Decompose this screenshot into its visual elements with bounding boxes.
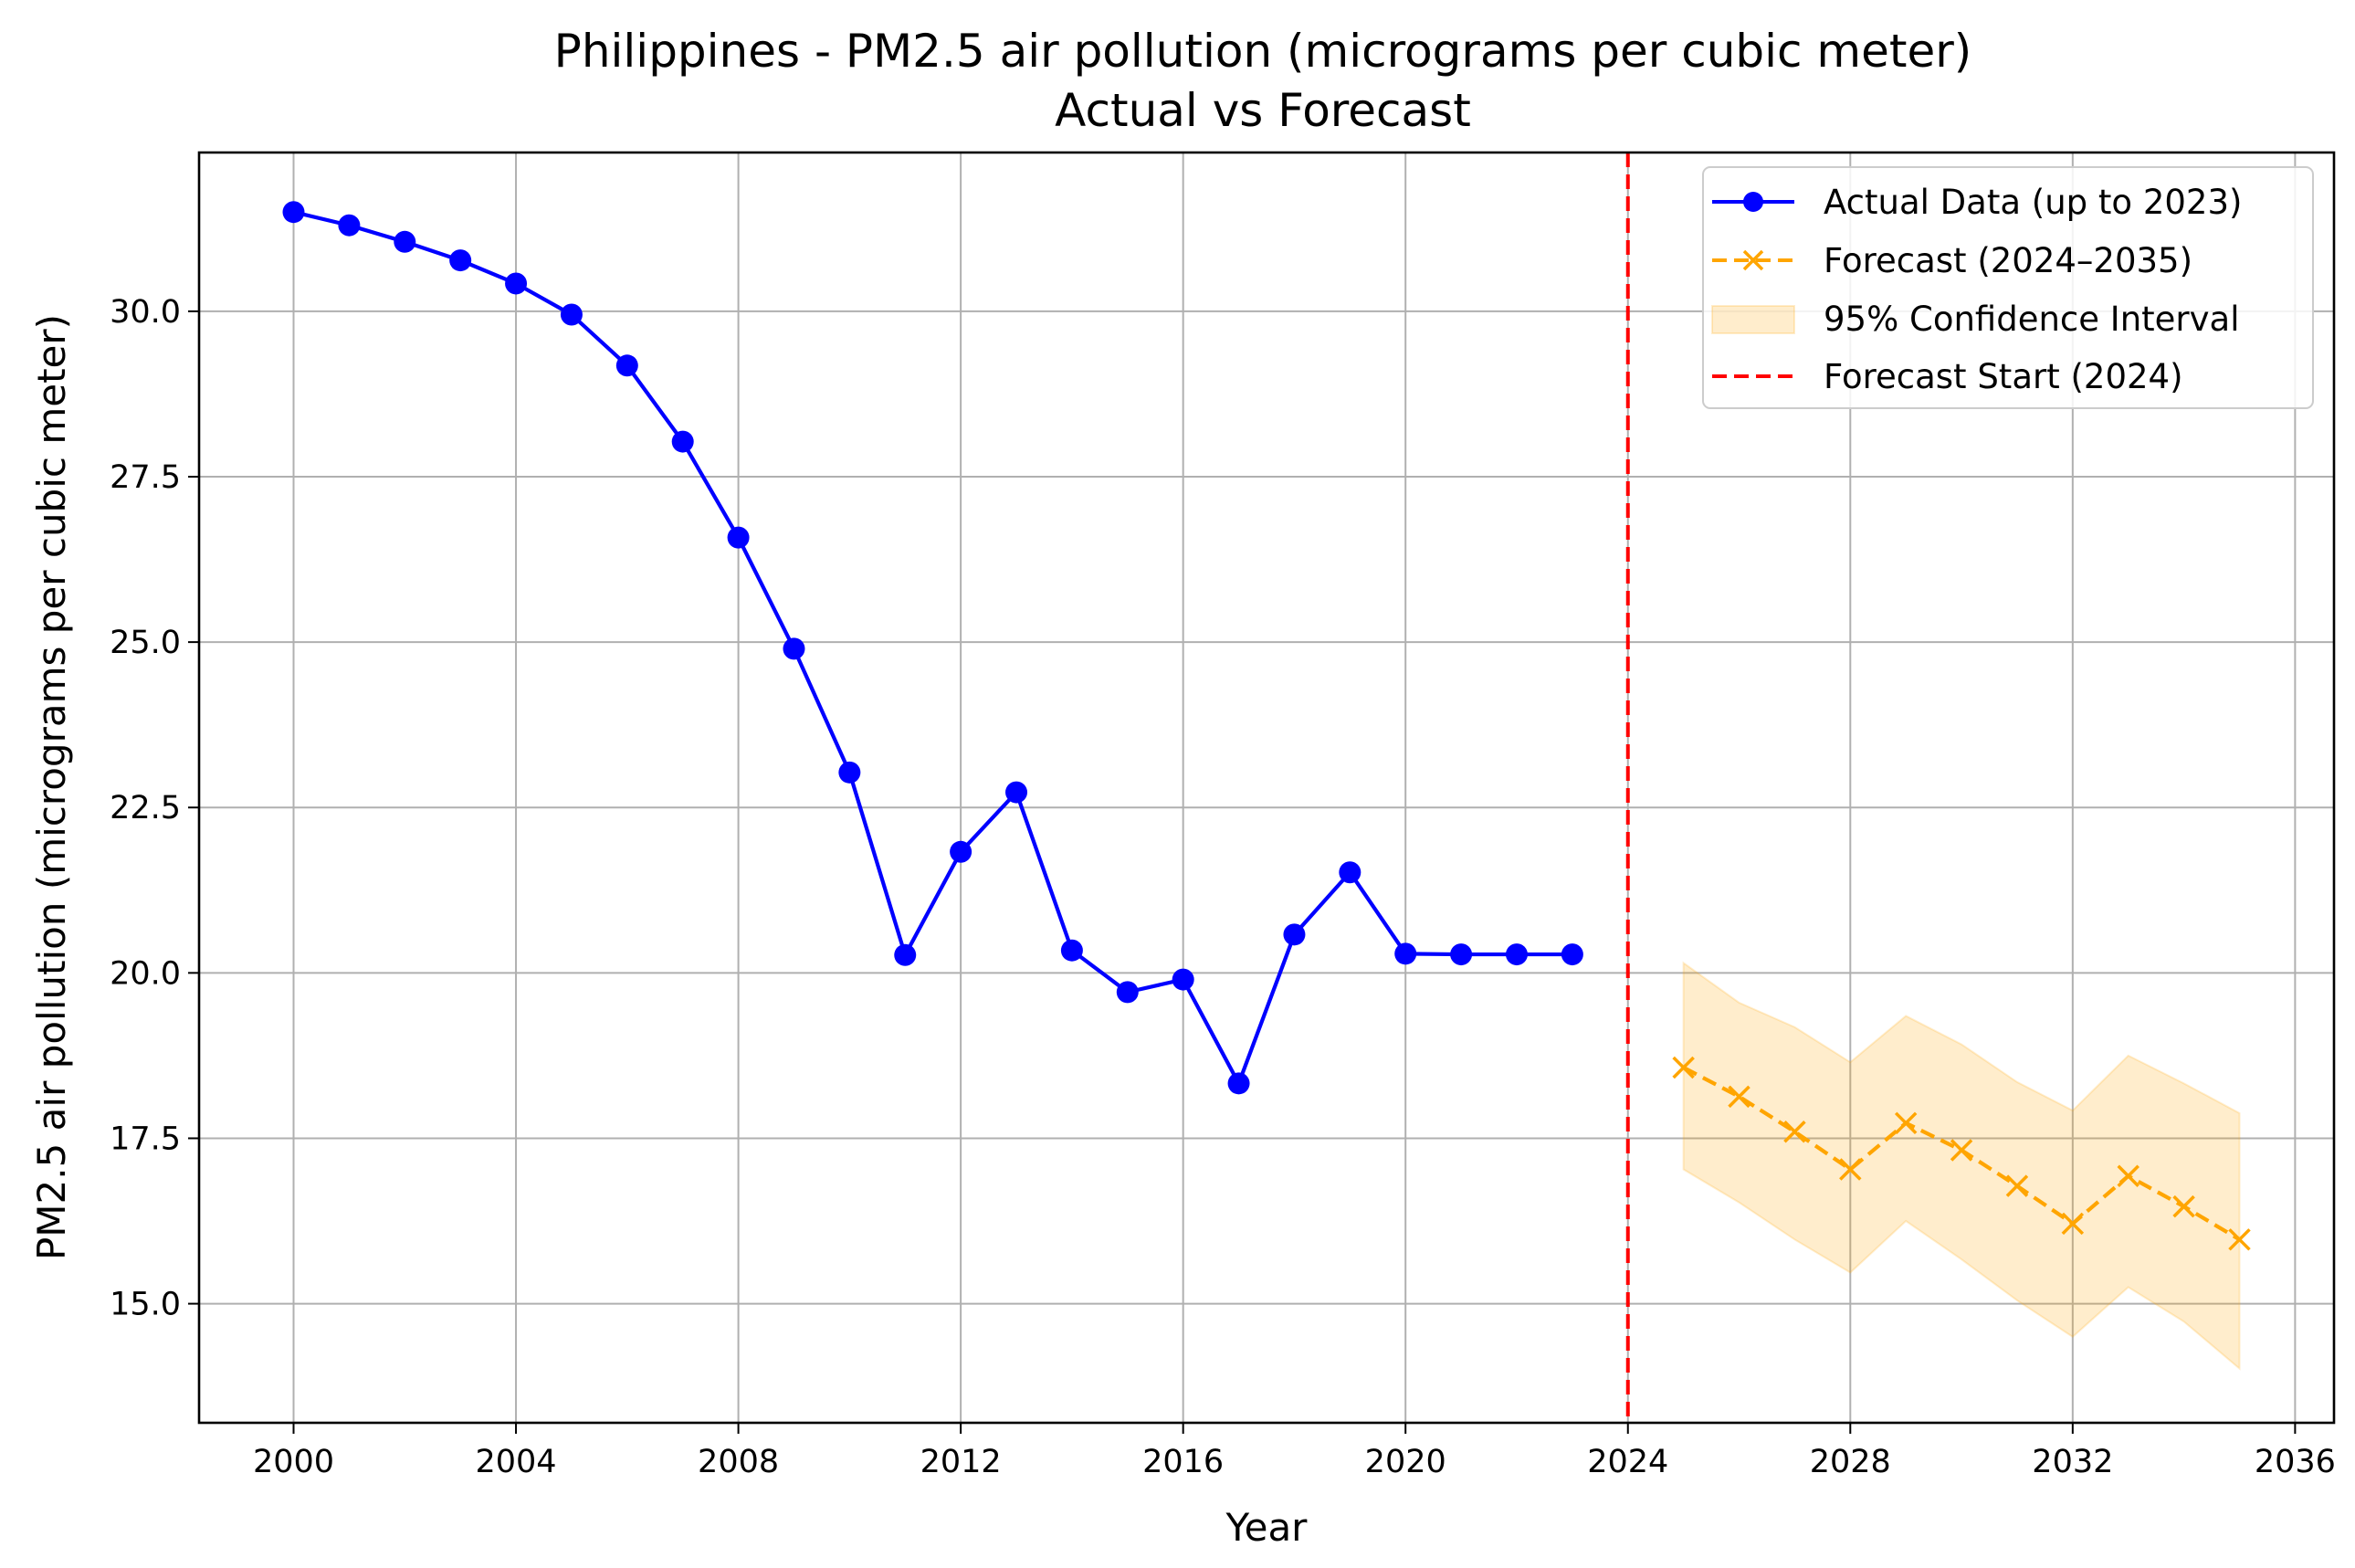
- actual-data-point: [1339, 861, 1361, 884]
- actual-data-point: [615, 354, 638, 377]
- actual-data-point: [338, 214, 361, 237]
- forecast-data-point: [1950, 1139, 1973, 1162]
- actual-data-point: [560, 303, 583, 326]
- actual-data-point: [1450, 943, 1473, 966]
- actual-data-point: [1394, 942, 1417, 965]
- x-tick-label: 2028: [1810, 1444, 1891, 1480]
- legend-forecast-start-label: Forecast Start (2024): [1824, 357, 2183, 396]
- forecast-data-point: [1728, 1085, 1750, 1109]
- legend: Actual Data (up to 2023) Forecast (2024–…: [1702, 166, 2314, 409]
- x-tick-label: 2012: [920, 1444, 1002, 1480]
- y-tick-label: 25.0: [110, 625, 181, 661]
- y-tick-label: 22.5: [110, 790, 181, 826]
- actual-data-point: [449, 249, 472, 272]
- x-tick-label: 2004: [476, 1444, 557, 1480]
- actual-data-point: [671, 430, 694, 453]
- actual-data-point: [727, 526, 750, 549]
- y-tick-label: 27.5: [110, 459, 181, 496]
- x-tick-label: 2032: [2032, 1444, 2113, 1480]
- forecast-data-point: [2061, 1212, 2085, 1236]
- confidence-band-layer: [1682, 961, 2241, 1371]
- y-ticks: 15.0 17.5 20.0 22.5 25.0 27.5 30.0: [110, 294, 199, 1323]
- forecast-data-point: [2117, 1164, 2139, 1188]
- y-axis-label: PM2.5 air pollution (micrograms per cubi…: [29, 314, 74, 1260]
- x-tick-label: 2008: [698, 1444, 779, 1480]
- x-tick-label: 2036: [2255, 1444, 2336, 1480]
- actual-data-point: [950, 840, 972, 863]
- y-tick-label: 20.0: [110, 955, 181, 992]
- legend-ci-label: 95% Confidence Interval: [1824, 300, 2240, 339]
- legend-ci-swatch: [1711, 305, 1795, 334]
- actual-data-point: [1005, 781, 1028, 804]
- chart-subtitle: Actual vs Forecast: [1055, 84, 1471, 137]
- actual-data-point: [1561, 943, 1583, 966]
- forecast-data-point: [1783, 1120, 1806, 1143]
- confidence-interval-band: [1682, 961, 2241, 1371]
- x-tick-label: 2016: [1142, 1444, 1224, 1480]
- actual-data-point: [394, 230, 416, 253]
- legend-forecast-swatch-marker: [1742, 249, 1764, 271]
- actual-data-point: [1172, 968, 1194, 991]
- y-tick-label: 30.0: [110, 294, 181, 331]
- actual-data-point: [838, 761, 861, 784]
- chart-title: Philippines - PM2.5 air pollution (micro…: [554, 25, 1972, 78]
- plot-frame: [197, 151, 2336, 1425]
- x-tick-label: 2020: [1365, 1444, 1446, 1480]
- actual-data-point: [282, 201, 305, 224]
- x-tick-label: 2024: [1587, 1444, 1668, 1480]
- actual-data-point: [505, 272, 528, 295]
- forecast-data-point: [2228, 1228, 2251, 1251]
- actual-data-point: [1227, 1072, 1250, 1095]
- actual-data-point: [783, 637, 805, 660]
- legend-box: [1702, 166, 2314, 409]
- legend-actual-swatch-marker: [1743, 192, 1763, 212]
- forecast-data-point: [1894, 1111, 1918, 1135]
- x-axis-label: Year: [1225, 1505, 1309, 1550]
- forecast-data-point: [2172, 1194, 2195, 1218]
- y-tick-label: 17.5: [110, 1121, 181, 1157]
- forecast-data-point: [2005, 1174, 2029, 1197]
- legend-forecast-label: Forecast (2024–2035): [1824, 241, 2192, 280]
- forecast-data-point: [1839, 1158, 1862, 1181]
- actual-data-point: [1060, 939, 1083, 962]
- forecast-data-point: [1672, 1056, 1695, 1079]
- legend-actual-label: Actual Data (up to 2023): [1824, 183, 2242, 222]
- actual-data-point: [1116, 981, 1139, 1004]
- x-ticks: 2000 2004 2008 2012 2016 2020 2024 2028 2032 2036: [253, 1423, 2336, 1480]
- x-tick-label: 2000: [253, 1444, 334, 1480]
- actual-data-point: [894, 943, 917, 966]
- actual-data-point: [1283, 923, 1306, 946]
- series-markers-layer: [282, 201, 2251, 1251]
- y-tick-label: 15.0: [110, 1287, 181, 1323]
- actual-data-point: [1505, 943, 1528, 966]
